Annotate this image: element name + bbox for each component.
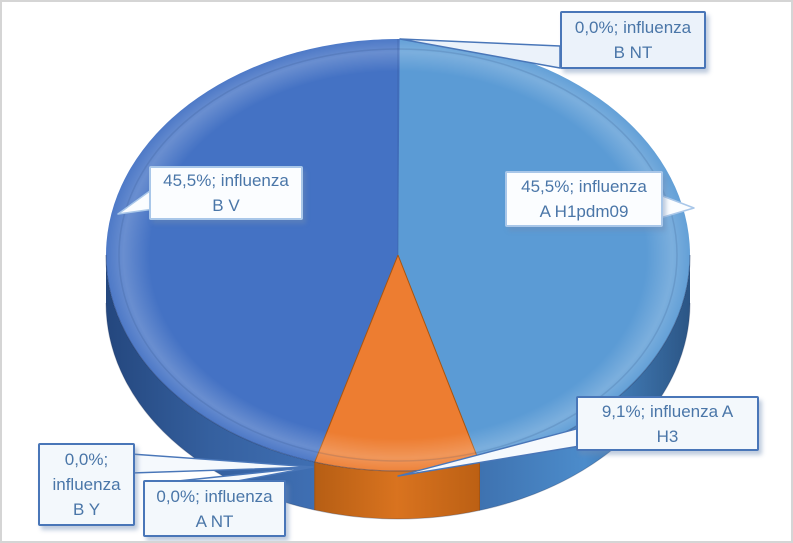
- data-label-influenza-a-nt[interactable]: 0,0%; influenza A NT: [143, 480, 286, 537]
- pie-wall-a_h1pdm09: [479, 255, 690, 511]
- data-label-influenza-a-h3[interactable]: 9,1%; influenza A H3: [576, 396, 759, 451]
- pie-rim-highlight: [106, 39, 690, 471]
- pie-wall-a_h3: [314, 462, 480, 519]
- data-label-influenza-b-nt[interactable]: 0,0%; influenza B NT: [560, 11, 706, 69]
- pie-bevel-arc: [118, 48, 678, 462]
- pie-front-rim-line: [105, 254, 691, 472]
- data-label-influenza-a-h1pdm09[interactable]: 45,5%; influenza A H1pdm09: [505, 171, 663, 227]
- data-label-influenza-b-v[interactable]: 45,5%; influenza B V: [149, 166, 303, 220]
- data-label-influenza-b-y[interactable]: 0,0%; influenza B Y: [38, 443, 135, 526]
